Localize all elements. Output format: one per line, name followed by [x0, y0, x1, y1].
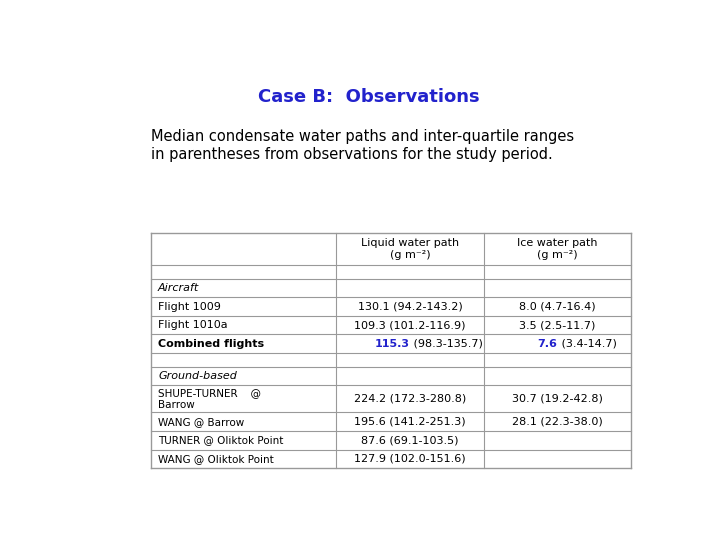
Text: SHUPE-TURNER    @: SHUPE-TURNER @: [158, 388, 261, 398]
Text: 115.3: 115.3: [375, 339, 410, 349]
Text: (3.4-14.7): (3.4-14.7): [557, 339, 616, 349]
Text: 224.2 (172.3-280.8): 224.2 (172.3-280.8): [354, 394, 466, 404]
Text: Ice water path
(g m⁻²): Ice water path (g m⁻²): [518, 239, 598, 260]
Text: Combined flights: Combined flights: [158, 339, 264, 349]
Text: Flight 1010a: Flight 1010a: [158, 320, 228, 330]
Text: Flight 1009: Flight 1009: [158, 302, 221, 312]
Text: 130.1 (94.2-143.2): 130.1 (94.2-143.2): [358, 302, 462, 312]
Text: Aircraft: Aircraft: [158, 283, 199, 293]
Text: Ground-based: Ground-based: [158, 371, 237, 381]
Text: TURNER @ Oliktok Point: TURNER @ Oliktok Point: [158, 435, 284, 445]
Text: 3.5 (2.5-11.7): 3.5 (2.5-11.7): [519, 320, 595, 330]
Text: 195.6 (141.2-251.3): 195.6 (141.2-251.3): [354, 417, 466, 427]
Text: (98.3-135.7): (98.3-135.7): [410, 339, 483, 349]
Text: Liquid water path
(g m⁻²): Liquid water path (g m⁻²): [361, 239, 459, 260]
Text: 8.0 (4.7-16.4): 8.0 (4.7-16.4): [519, 302, 596, 312]
Text: Median condensate water paths and inter-quartile ranges
in parentheses from obse: Median condensate water paths and inter-…: [151, 129, 575, 161]
Text: 109.3 (101.2-116.9): 109.3 (101.2-116.9): [354, 320, 466, 330]
Text: 28.1 (22.3-38.0): 28.1 (22.3-38.0): [512, 417, 603, 427]
Text: 7.6: 7.6: [538, 339, 557, 349]
Text: 127.9 (102.0-151.6): 127.9 (102.0-151.6): [354, 454, 466, 464]
Text: WANG @ Oliktok Point: WANG @ Oliktok Point: [158, 454, 274, 464]
Text: WANG @ Barrow: WANG @ Barrow: [158, 417, 244, 427]
Text: Case B:  Observations: Case B: Observations: [258, 87, 480, 106]
Text: 87.6 (69.1-103.5): 87.6 (69.1-103.5): [361, 435, 459, 445]
Text: Barrow: Barrow: [158, 400, 195, 410]
Text: 30.7 (19.2-42.8): 30.7 (19.2-42.8): [512, 394, 603, 404]
